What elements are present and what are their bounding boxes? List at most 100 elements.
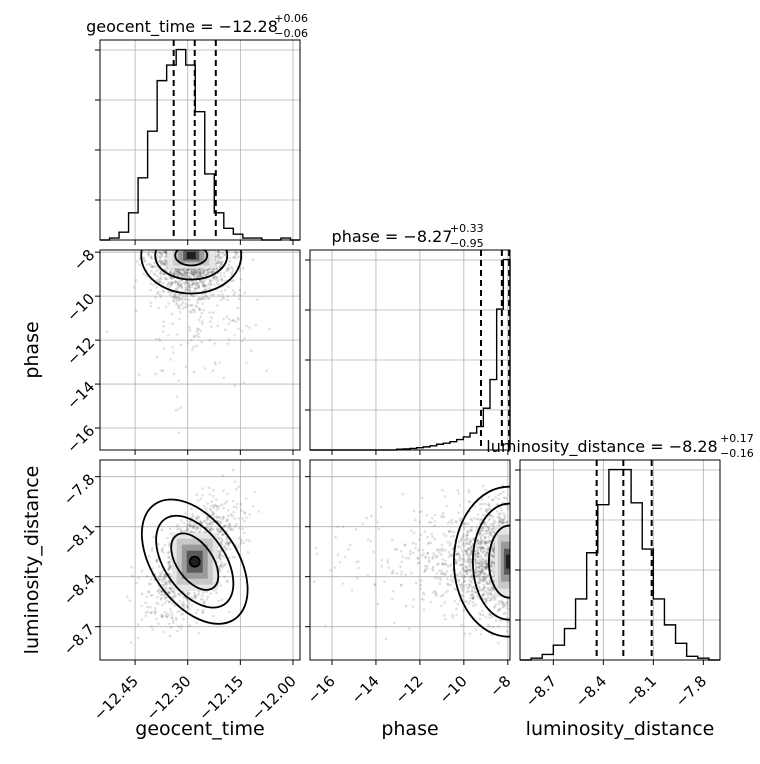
sample-point <box>459 546 463 550</box>
sample-point <box>218 556 221 559</box>
sample-point <box>210 316 213 319</box>
sample-point <box>207 268 210 272</box>
sample-point <box>462 522 466 526</box>
sample-point <box>188 523 191 527</box>
sample-point <box>470 568 473 572</box>
sample-point <box>227 267 231 271</box>
y-tick-label: −8.4 <box>60 570 98 608</box>
sample-point <box>425 514 429 517</box>
sample-point <box>186 275 190 279</box>
sample-point <box>159 598 163 601</box>
sample-point <box>471 596 475 600</box>
sample-point <box>429 521 433 524</box>
sample-point <box>197 336 201 339</box>
sample-point <box>201 297 205 301</box>
sample-point <box>131 574 134 578</box>
sample-point <box>187 602 191 606</box>
sample-point <box>181 286 184 290</box>
sample-point <box>248 539 251 542</box>
sample-point <box>156 274 159 278</box>
sample-point <box>491 527 495 530</box>
sample-point <box>202 271 205 275</box>
sample-point <box>475 546 479 550</box>
sample-point <box>483 565 487 569</box>
sample-point <box>490 560 494 564</box>
sample-point <box>192 290 195 293</box>
sample-point <box>163 261 166 264</box>
sample-point <box>176 333 179 336</box>
sample-point <box>159 259 163 263</box>
sample-point <box>440 594 443 598</box>
sample-point <box>183 268 186 272</box>
sample-point <box>469 552 473 555</box>
sample-point <box>170 616 174 620</box>
sample-point <box>167 556 170 559</box>
sample-point <box>170 281 174 284</box>
sample-point <box>427 541 430 545</box>
sample-point <box>436 548 439 552</box>
sample-point <box>246 551 250 554</box>
sample-point <box>361 522 364 525</box>
sample-point <box>366 538 370 541</box>
sample-point <box>167 580 171 583</box>
sample-point <box>492 554 496 557</box>
sample-point <box>181 268 185 271</box>
sample-point <box>207 271 211 275</box>
sample-point <box>226 298 229 302</box>
sample-point <box>220 541 223 545</box>
sample-point <box>155 558 158 562</box>
sample-point <box>479 570 483 574</box>
sample-point <box>501 501 505 504</box>
sample-point <box>483 535 487 539</box>
sample-point <box>216 282 219 285</box>
sample-point <box>480 561 484 565</box>
sample-point <box>187 268 191 272</box>
sample-point <box>167 560 171 564</box>
sample-point <box>505 601 509 605</box>
sample-point <box>487 528 491 531</box>
sample-point <box>176 629 179 633</box>
sample-point <box>189 271 192 275</box>
sample-point <box>498 608 502 611</box>
sample-point <box>187 268 190 272</box>
sample-point <box>147 582 151 586</box>
sample-point <box>162 575 166 578</box>
sample-point <box>155 560 159 563</box>
sample-point <box>178 268 181 272</box>
sample-point <box>451 547 454 551</box>
sample-point <box>192 281 196 285</box>
sample-point <box>469 599 472 603</box>
sample-point <box>228 522 232 526</box>
sample-point <box>188 530 192 534</box>
sample-point <box>198 268 202 272</box>
sample-point <box>391 569 395 572</box>
sample-point <box>489 559 493 562</box>
sample-point <box>201 302 204 306</box>
sample-point <box>204 284 208 287</box>
sample-point <box>223 275 226 278</box>
sample-point <box>168 634 172 637</box>
sample-point <box>175 303 179 306</box>
sample-point <box>176 407 180 411</box>
sample-point <box>217 556 220 559</box>
sample-point <box>182 602 186 606</box>
sample-point <box>177 296 181 300</box>
sample-point <box>460 536 464 539</box>
sample-point <box>230 272 234 276</box>
sample-point <box>172 619 175 622</box>
sample-point <box>491 562 494 565</box>
sample-point <box>492 573 496 577</box>
sample-point <box>157 278 160 282</box>
sample-point <box>488 531 492 534</box>
sample-point <box>212 521 215 524</box>
sample-point <box>427 556 431 559</box>
sample-point <box>218 567 221 571</box>
sample-point <box>150 625 153 628</box>
title-lower-error: −0.16 <box>720 447 754 460</box>
sample-point <box>497 609 501 612</box>
sample-point <box>467 563 471 566</box>
sample-point <box>477 545 481 549</box>
sample-point <box>435 572 439 576</box>
sample-point <box>177 625 180 628</box>
sample-point <box>169 358 172 361</box>
